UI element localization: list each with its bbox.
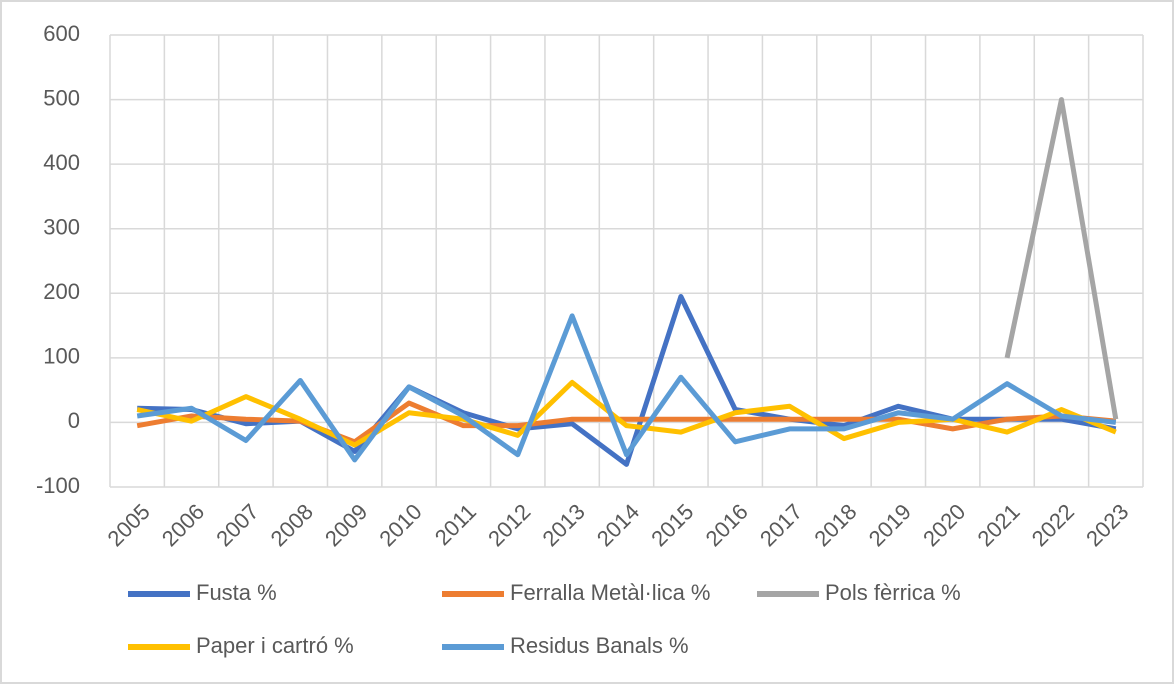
legend-label: Fusta % — [196, 580, 277, 605]
y-tick-label: -100 — [36, 473, 80, 498]
y-tick-label: 300 — [43, 215, 80, 240]
legend-label: Ferralla Metàl·lica % — [510, 580, 711, 605]
y-tick-label: 500 — [43, 85, 80, 110]
legend-label: Pols fèrrica % — [825, 580, 961, 605]
y-tick-label: 600 — [43, 21, 80, 46]
series-line — [1004, 97, 1119, 420]
y-tick-label: 200 — [43, 279, 80, 304]
series-line — [136, 313, 1117, 463]
y-tick-label: 400 — [43, 150, 80, 175]
legend-label: Paper i cartró % — [196, 633, 354, 658]
y-tick-label: 0 — [68, 408, 80, 433]
legend-label: Residus Banals % — [510, 633, 689, 658]
y-tick-label: 100 — [43, 344, 80, 369]
